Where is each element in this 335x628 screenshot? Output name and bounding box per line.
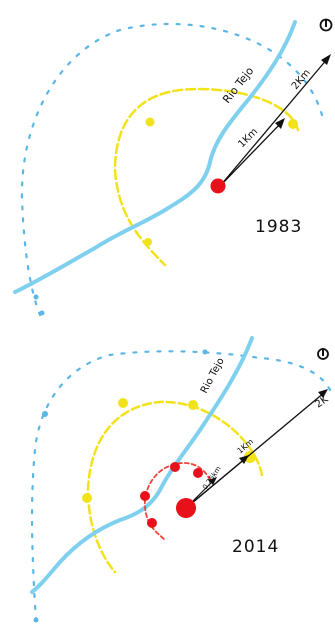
- year-label: 1983: [255, 217, 302, 237]
- distance-label-small: 0,25km: [201, 465, 223, 491]
- distance-arrow-outer-head: [318, 389, 328, 398]
- outer-radius-arc: [20, 22, 324, 317]
- yellow-poi-marker: [288, 119, 298, 129]
- yellow-poi-marker: [118, 398, 128, 408]
- middle-radius-arc: [86, 400, 264, 574]
- river-line: [13, 20, 297, 294]
- red-poi-marker: [140, 491, 150, 501]
- outer-ring-dot: [42, 411, 48, 417]
- red-poi-marker: [147, 518, 157, 528]
- distance-arrow-outer-head: [321, 54, 331, 65]
- map-panel-1983: Rio Tejo 2Km 1Km 1983: [13, 18, 333, 317]
- distance-arrow-inner: [219, 121, 283, 187]
- map-1983-drawing: Rio Tejo 2Km 1Km 1983: [13, 18, 333, 317]
- distance-arrow-inner-head: [275, 118, 285, 129]
- north-arrow-icon: [317, 348, 329, 360]
- outer-ring-dot: [39, 310, 45, 316]
- red-poi-marker: [170, 462, 180, 472]
- yellow-poi-marker: [144, 238, 152, 246]
- yellow-poi-marker: [244, 451, 256, 463]
- outer-radius-arc: [30, 350, 332, 622]
- outer-ring-dot: [33, 294, 39, 300]
- center-point: [176, 498, 196, 518]
- red-poi-marker: [193, 468, 203, 478]
- outer-ring-dot: [202, 349, 208, 355]
- center-point: [210, 178, 226, 194]
- distance-arrow-small-head: [208, 477, 217, 485]
- distance-arrow-inner: [185, 457, 247, 509]
- outer-ring-dot: [33, 617, 39, 623]
- yellow-poi-marker: [188, 400, 198, 410]
- inner-radius-arc: [144, 462, 211, 541]
- river-line: [30, 336, 254, 594]
- river-label: Rio Tejo: [220, 64, 256, 106]
- map-panel-2014: Rio Tejo 0,25km 1Km 2K 2014: [0, 330, 335, 628]
- distance-arrow-inner-head: [239, 455, 249, 464]
- yellow-poi-marker: [82, 493, 92, 503]
- map-2014-drawing: Rio Tejo 0,25km 1Km 2K 2014: [30, 336, 332, 623]
- distance-arrow-outer: [219, 57, 329, 187]
- distance-label-outer: 2K: [313, 394, 330, 411]
- middle-radius-arc: [113, 87, 300, 267]
- river-label: Rio Tejo: [199, 356, 227, 395]
- north-arrow-icon: [319, 18, 333, 32]
- year-label: 2014: [232, 537, 279, 557]
- distance-label-inner: 1Km: [236, 126, 260, 150]
- yellow-poi-marker: [145, 117, 155, 127]
